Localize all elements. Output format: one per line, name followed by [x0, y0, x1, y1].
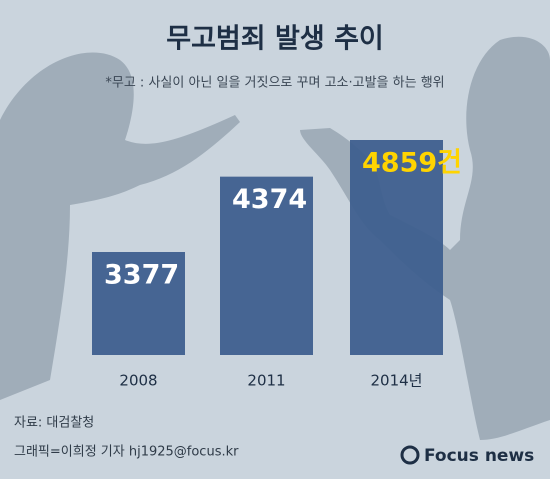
- bar: [92, 252, 185, 355]
- value-label: 3377: [104, 260, 179, 291]
- x-tick-label: 2014년: [371, 372, 423, 390]
- source: 자료: 대검찰청: [14, 416, 94, 431]
- logo: Focus news: [424, 446, 534, 466]
- x-tick-label: 2008: [119, 372, 157, 390]
- credit: 그래픽=이희정 기자 hj1925@focus.kr: [14, 445, 239, 460]
- value-label: 4859건: [362, 148, 462, 179]
- bar: [220, 176, 313, 355]
- logo-icon: [400, 445, 420, 465]
- chart-title: 무고범죄 발생 추이: [166, 24, 384, 55]
- bar: [350, 140, 443, 355]
- value-label: 4374: [232, 184, 307, 215]
- x-tick-label: 2011: [247, 372, 285, 390]
- subtitle: *무고 : 사실이 아닌 일을 거짓으로 꾸며 고소·고발을 하는 행위: [105, 75, 444, 91]
